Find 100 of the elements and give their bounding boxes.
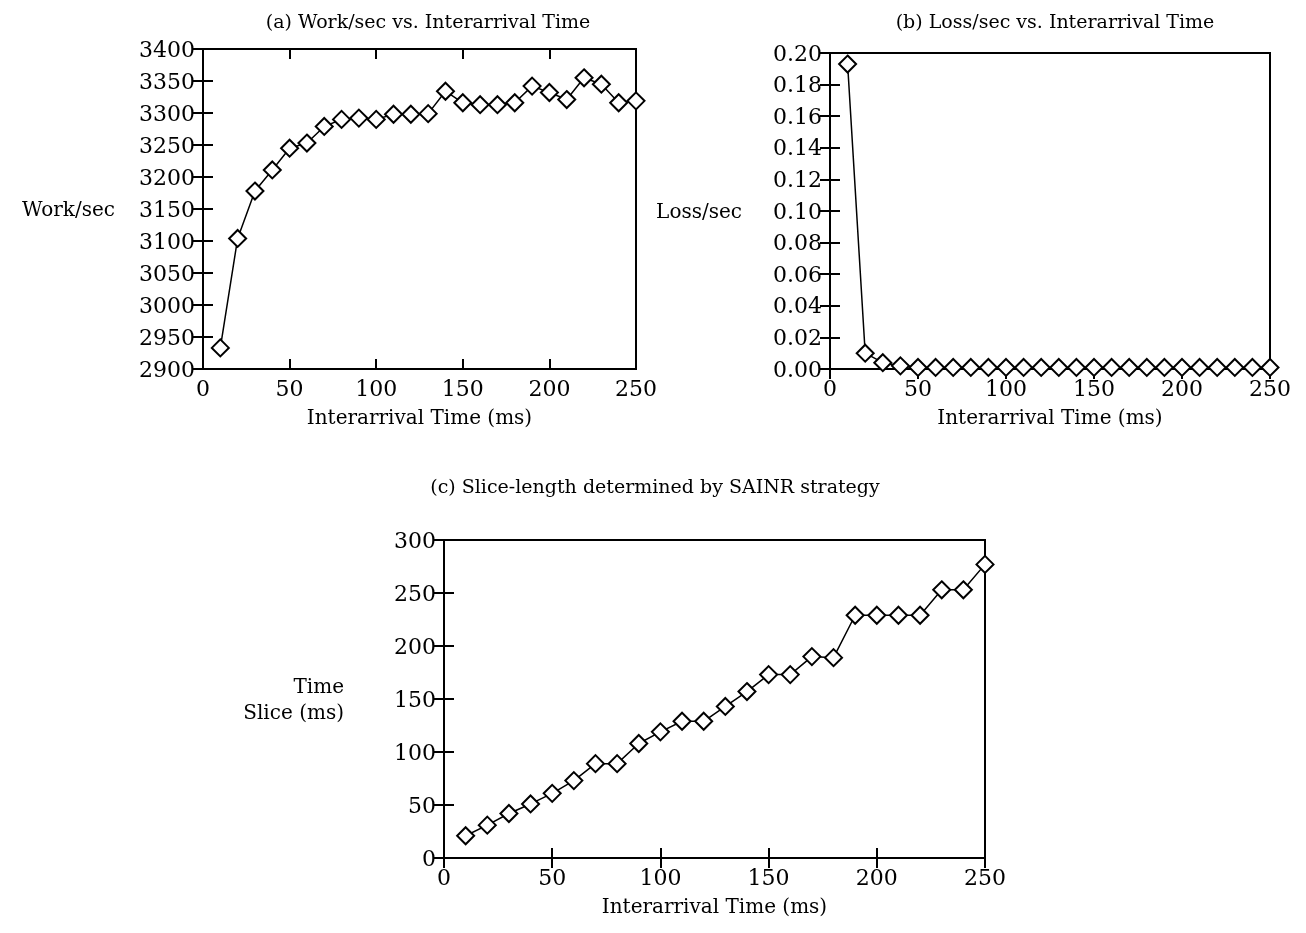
y-tick-label: 0: [422, 845, 436, 871]
point: [539, 83, 559, 103]
point: [932, 580, 952, 600]
y-tick-label: 0.20: [773, 40, 822, 66]
point: [908, 357, 928, 377]
point: [838, 54, 858, 74]
point: [824, 648, 844, 668]
point: [802, 647, 822, 667]
x-tick-label: 100: [355, 375, 398, 401]
x-tick-label: 100: [639, 864, 682, 890]
point: [943, 357, 963, 377]
point: [759, 665, 779, 685]
y-tick-label: 3300: [139, 100, 195, 126]
point: [470, 95, 490, 115]
y-tick-label: 0.16: [773, 103, 822, 129]
point: [557, 90, 577, 110]
point: [609, 93, 629, 113]
point: [1102, 357, 1122, 377]
point: [499, 803, 519, 823]
y-tick-label: 2950: [139, 324, 195, 350]
point: [855, 343, 875, 363]
point: [505, 93, 525, 113]
y-tick-label: 3400: [139, 36, 195, 62]
point: [890, 356, 910, 376]
y-tick-label: 0.14: [773, 135, 822, 161]
x-tick-label: 200: [855, 864, 898, 890]
point: [262, 160, 282, 180]
point: [1242, 357, 1262, 377]
x-tick-label: 250: [1249, 375, 1291, 401]
point: [228, 228, 248, 248]
point: [1014, 357, 1034, 377]
point: [418, 104, 438, 124]
point: [542, 783, 562, 803]
y-tick-label: 3200: [139, 164, 195, 190]
point: [780, 665, 800, 685]
point: [672, 711, 692, 731]
y-axis-title: Work/sec: [22, 197, 115, 221]
x-tick-label: 200: [1161, 375, 1203, 401]
y-axis-title: Time Slice (ms): [243, 674, 344, 724]
x-tick-label: 50: [275, 375, 304, 401]
point: [401, 104, 421, 124]
point: [435, 81, 455, 101]
point: [910, 605, 930, 625]
y-axis-title: Loss/sec: [656, 199, 742, 223]
point: [845, 605, 865, 625]
y-tick-label: 300: [394, 527, 436, 553]
chart-title: (b) Loss/sec vs. Interarrival Time: [895, 9, 1215, 32]
point: [564, 771, 584, 791]
point: [453, 93, 473, 113]
x-tick-label: 50: [904, 375, 932, 401]
y-tick-label: 2900: [139, 356, 195, 382]
point: [1154, 357, 1174, 377]
y-tick-label: 3150: [139, 196, 195, 222]
point: [629, 734, 649, 754]
point: [888, 605, 908, 625]
point: [585, 754, 605, 774]
x-tick-label: 200: [528, 375, 571, 401]
point: [591, 74, 611, 94]
x-axis-title: Interarrival Time (ms): [601, 893, 828, 918]
point: [366, 109, 386, 129]
x-tick-label: 150: [747, 864, 790, 890]
point: [867, 605, 887, 625]
point: [280, 138, 300, 158]
x-tick-label: 100: [985, 375, 1027, 401]
y-tick-label: 0.00: [773, 356, 822, 382]
point: [626, 91, 646, 111]
x-axis-title: Interarrival Time (ms): [306, 404, 533, 429]
y-tick-label: 3050: [139, 260, 195, 286]
y-tick-label: 200: [394, 633, 436, 659]
point: [1225, 357, 1245, 377]
y-tick-label: 3350: [139, 68, 195, 94]
y-tick-label: 0.02: [773, 324, 822, 350]
point: [953, 580, 973, 600]
y-tick-label: 100: [394, 739, 436, 765]
point: [1172, 357, 1192, 377]
y-tick-label: 0.08: [773, 230, 822, 256]
x-axis-title: Interarrival Time (ms): [937, 404, 1163, 429]
y-tick-label: 0.18: [773, 72, 822, 98]
point: [1119, 357, 1139, 377]
chart-title: (c) Slice-length determined by SAINR strategy: [430, 474, 880, 497]
point: [975, 554, 995, 574]
point: [873, 353, 893, 373]
chart-title: (a) Work/sec vs. Interarrival Time: [265, 9, 591, 32]
point: [996, 357, 1016, 377]
point: [715, 696, 735, 716]
point: [1190, 357, 1210, 377]
y-tick-label: 0.12: [773, 166, 822, 192]
y-tick-label: 3100: [139, 228, 195, 254]
point: [694, 711, 714, 731]
x-tick-label: 150: [441, 375, 484, 401]
x-tick-label: 50: [538, 864, 567, 890]
point: [477, 815, 497, 835]
y-tick-label: 3000: [139, 292, 195, 318]
point: [297, 133, 317, 153]
point: [926, 357, 946, 377]
point: [650, 722, 670, 742]
point: [607, 754, 627, 774]
point: [574, 68, 594, 88]
point: [314, 116, 334, 136]
point: [978, 357, 998, 377]
